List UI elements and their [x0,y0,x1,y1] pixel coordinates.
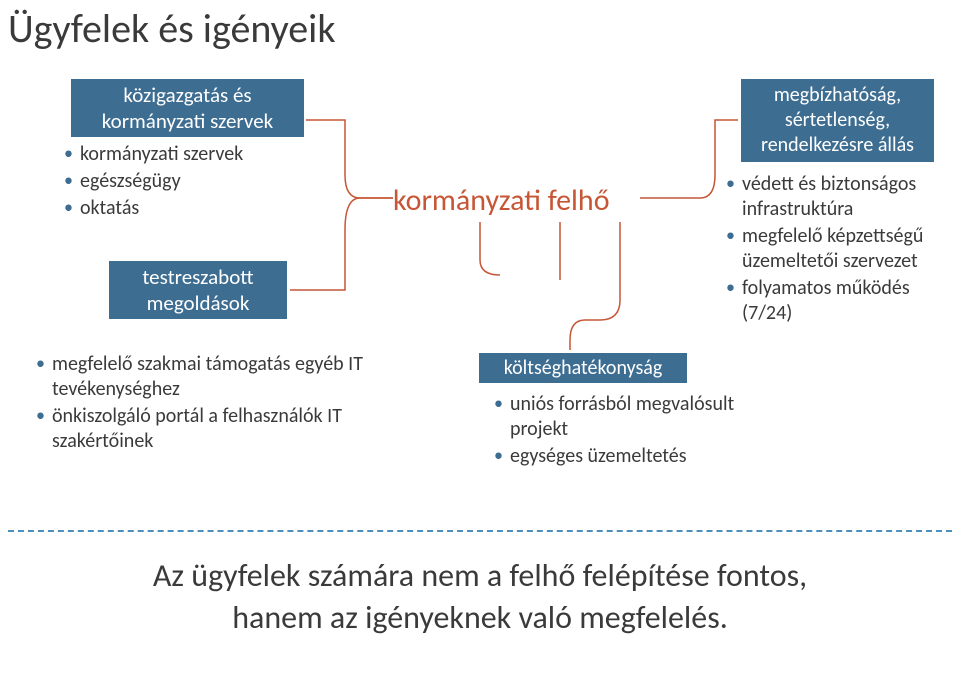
closing-line2: hanem az igényeknek való megfelelés. [232,598,728,637]
closing-line1: Az ügyfelek számára nem a felhő felépíté… [153,556,807,595]
divider [8,530,952,532]
closing-text: Az ügyfelek számára nem a felhő felépíté… [0,555,960,638]
